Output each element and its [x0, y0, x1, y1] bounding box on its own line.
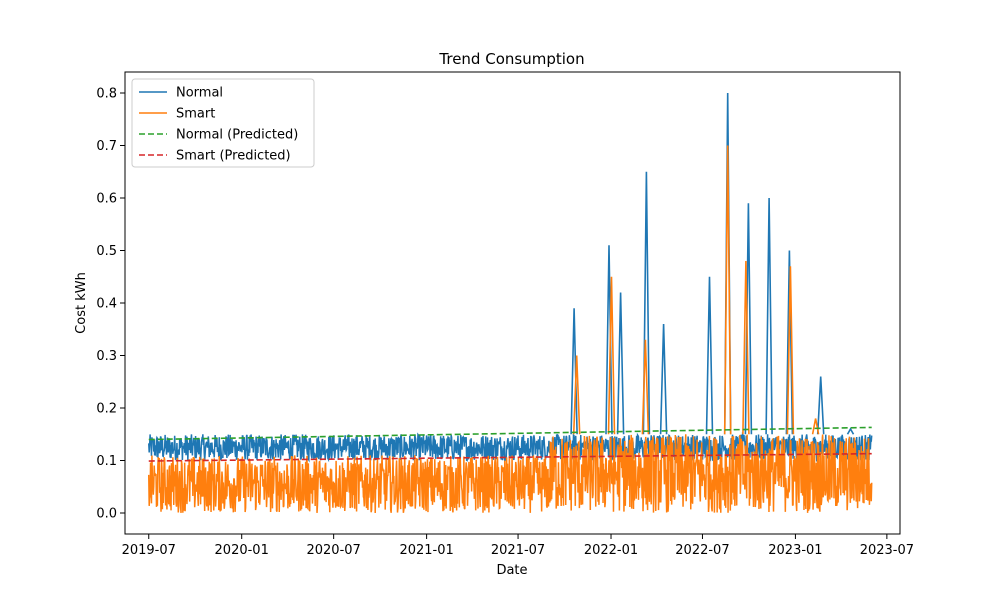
- peak-point-0-4: [659, 323, 668, 435]
- peak-point-0-2: [616, 292, 625, 435]
- legend-box: [131, 78, 315, 168]
- y-axis: 0.0 0.1 0.2 0.3 0.4 0.5 0.6 0.7 0.8: [96, 87, 125, 522]
- x-tick-label-7: 2023-01: [768, 543, 822, 558]
- plot-area: [148, 92, 873, 514]
- peak-point-1-5: [786, 266, 795, 435]
- legend-label-0: Normal: [176, 86, 223, 101]
- y-tick-label-6: 0.6: [96, 192, 117, 207]
- x-axis: 2019-07 2020-01 2020-07 2021-01 2021-07 2022-…: [122, 534, 914, 558]
- peak-point-0-8: [765, 197, 773, 435]
- y-tick-label-0: 0.0: [96, 507, 117, 522]
- peak-point-0-10: [816, 376, 825, 435]
- y-tick-label-4: 0.4: [96, 297, 117, 312]
- y-tick-label-3: 0.3: [96, 349, 117, 364]
- plot-frame: [124, 71, 901, 535]
- peak-point-1-4: [742, 260, 750, 435]
- legend-label-1: Smart: [176, 107, 215, 122]
- peak-point-1-0: [572, 355, 581, 435]
- peak-point-0-5: [705, 276, 714, 435]
- series-line-1: [148, 434, 873, 514]
- y-tick-label-7: 0.7: [96, 139, 117, 154]
- x-tick-label-8: 2023-07: [860, 543, 914, 558]
- y-tick-label-8: 0.8: [96, 87, 117, 102]
- peak-point-0-11: [846, 427, 855, 435]
- x-tick-label-6: 2022-07: [675, 543, 729, 558]
- series-1: [148, 145, 873, 514]
- peak-point-1-2: [641, 339, 650, 435]
- x-tick-label-5: 2022-01: [584, 543, 638, 558]
- peak-point-0-1: [605, 245, 613, 435]
- legend: Normal Smart Normal (Predicted) Smart (Pred…: [131, 78, 315, 168]
- peak-point-0-7: [744, 203, 753, 435]
- y-tick-label-1: 0.1: [96, 454, 117, 469]
- peak-point-1-1: [607, 276, 616, 435]
- x-axis-label: Date: [496, 563, 527, 578]
- peak-point-1-3: [723, 145, 732, 435]
- series-line-0: [148, 431, 873, 463]
- x-tick-label-0: 2019-07: [122, 543, 176, 558]
- x-tick-label-1: 2020-01: [215, 543, 269, 558]
- y-axis-label: Cost kWh: [74, 272, 89, 334]
- y-tick-label-2: 0.2: [96, 402, 117, 417]
- series-line-3: [148, 452, 872, 462]
- chart-title: Trend Consumption: [438, 50, 584, 68]
- legend-label-2: Normal (Predicted): [176, 128, 298, 143]
- x-tick-label-2: 2020-07: [306, 543, 360, 558]
- peak-point-0-9: [785, 250, 794, 435]
- x-tick-label-3: 2021-01: [399, 543, 453, 558]
- y-tick-label-5: 0.5: [96, 244, 117, 259]
- x-tick-label-4: 2021-07: [491, 543, 545, 558]
- legend-label-3: Smart (Predicted): [176, 149, 291, 164]
- series-line-2: [148, 426, 872, 441]
